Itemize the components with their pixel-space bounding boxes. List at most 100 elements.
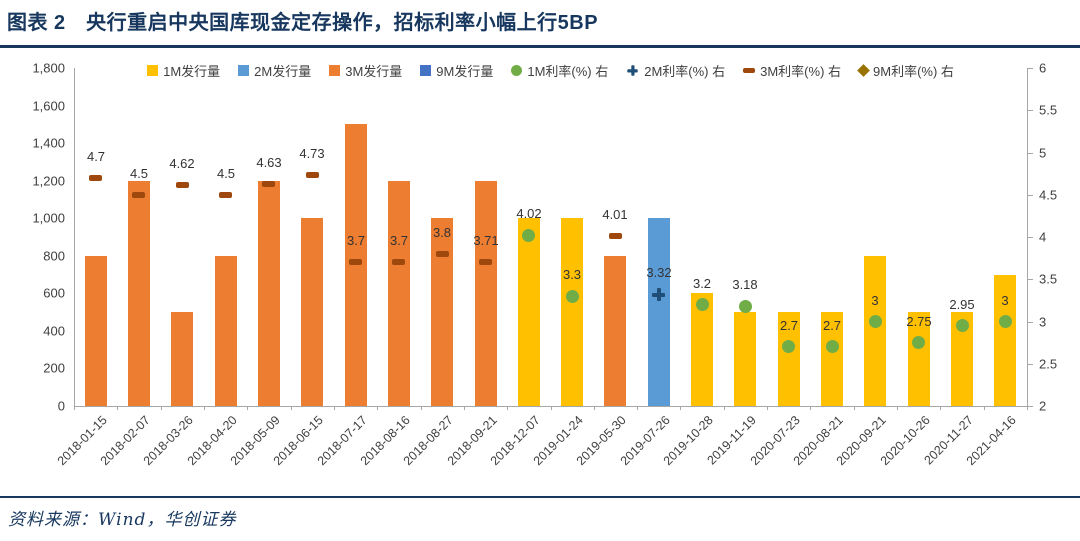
y-tick-label-left: 0 [57, 398, 65, 414]
y-tick-label-right: 4 [1039, 229, 1047, 245]
bar-2m-volume [648, 218, 670, 406]
bar-3m-volume [604, 256, 626, 406]
x-tick-mark [464, 406, 465, 410]
x-tick-mark [897, 406, 898, 410]
y-tick-label-right: 6 [1039, 60, 1047, 76]
bar-3m-volume [85, 256, 107, 406]
x-tick-mark [117, 406, 118, 410]
x-tick-mark [940, 406, 941, 410]
marker-1m-rate [912, 336, 925, 349]
y-tick-mark-right [1027, 153, 1033, 154]
value-label: 3.3 [562, 267, 582, 282]
x-tick-mark [1027, 406, 1028, 410]
value-label: 3.7 [389, 233, 409, 248]
x-tick-mark [984, 406, 985, 410]
y-tick-label-right: 3.5 [1039, 271, 1058, 287]
marker-3m-rate [479, 259, 492, 265]
y-tick-label-right: 3 [1039, 314, 1047, 330]
bar-3m-volume [431, 218, 453, 406]
bar-3m-volume [171, 312, 193, 406]
bar-3m-volume [475, 181, 497, 406]
bar-1m-volume [518, 218, 540, 406]
value-label: 3 [1001, 293, 1009, 308]
bar-1m-volume [734, 312, 756, 406]
legend-item-9m-rate: 9M利率(%) 右 [857, 61, 954, 80]
value-label: 4.5 [216, 166, 236, 181]
legend-item-3m-rate: 3M利率(%) 右 [743, 61, 841, 80]
x-tick-mark [507, 406, 508, 410]
y-tick-label-left: 200 [43, 360, 65, 376]
value-label: 2.7 [822, 318, 842, 333]
value-label: 4.7 [86, 149, 106, 164]
bar-1m-volume [994, 275, 1016, 406]
legend-item-9m-volume: 9M发行量 [420, 61, 493, 80]
marker-3m-rate [306, 172, 319, 178]
x-tick-mark [810, 406, 811, 410]
y-tick-mark-right [1027, 279, 1033, 280]
x-tick-mark [637, 406, 638, 410]
value-label: 4.63 [256, 155, 282, 170]
marker-3m-rate [89, 175, 102, 181]
bar-1m-volume [778, 312, 800, 406]
y-tick-label-left: 1,000 [32, 210, 65, 226]
marker-2m-rate [652, 288, 665, 301]
y-axis-left [74, 68, 75, 406]
marker-3m-rate [609, 233, 622, 239]
legend-circle-icon [511, 65, 523, 76]
marker-1m-rate [869, 315, 882, 328]
marker-1m-rate [826, 340, 839, 353]
x-tick-mark [204, 406, 205, 410]
x-tick-mark [551, 406, 552, 410]
y-tick-label-right: 5.5 [1039, 102, 1058, 118]
bar-1m-volume [951, 312, 973, 406]
y-tick-mark-right [1027, 110, 1033, 111]
y-tick-mark-right [1027, 406, 1033, 407]
legend-label: 3M发行量 [345, 64, 403, 79]
value-label: 4.73 [299, 146, 325, 161]
marker-1m-rate [956, 319, 969, 332]
x-tick-mark [161, 406, 162, 410]
x-tick-mark [334, 406, 335, 410]
x-tick-mark [724, 406, 725, 410]
x-tick-mark [247, 406, 248, 410]
value-label: 3 [871, 293, 879, 308]
legend-label: 2M利率(%) 右 [644, 64, 726, 79]
y-tick-label-left: 600 [43, 285, 65, 301]
bar-3m-volume [345, 124, 367, 406]
bar-3m-volume [128, 181, 150, 406]
bar-1m-volume [561, 218, 583, 406]
marker-3m-rate [262, 181, 275, 187]
value-label: 4.01 [602, 207, 628, 222]
bar-1m-volume [864, 256, 886, 406]
y-tick-label-right: 2.5 [1039, 356, 1058, 372]
x-tick-mark [680, 406, 681, 410]
marker-3m-rate [176, 182, 189, 188]
legend-plus-icon [627, 65, 638, 76]
legend-diamond-icon [857, 64, 870, 77]
legend-square-icon [420, 65, 432, 76]
y-tick-label-right: 4.5 [1039, 187, 1058, 203]
legend-item-2m-volume: 2M发行量 [238, 61, 311, 80]
bar-3m-volume [258, 181, 280, 406]
marker-1m-rate [566, 290, 579, 303]
bar-1m-volume [821, 312, 843, 406]
y-tick-mark-right [1027, 195, 1033, 196]
marker-3m-rate [132, 192, 145, 198]
legend-item-1m-volume: 1M发行量 [147, 61, 220, 80]
legend-item-3m-volume: 3M发行量 [329, 61, 402, 80]
marker-3m-rate [436, 251, 449, 257]
y-tick-mark-right [1027, 322, 1033, 323]
legend-label: 2M发行量 [254, 64, 312, 79]
value-label: 2.7 [779, 318, 799, 333]
bar-1m-volume [691, 293, 713, 406]
y-tick-label-left: 1,400 [32, 135, 65, 151]
y-tick-label-left: 1,800 [32, 60, 65, 76]
value-label: 4.5 [129, 166, 149, 181]
value-label: 4.62 [169, 156, 195, 171]
marker-1m-rate [999, 315, 1012, 328]
legend-dash-icon [743, 68, 756, 73]
legend-label: 1M利率(%) 右 [527, 64, 609, 79]
value-label: 2.75 [906, 314, 932, 329]
legend-square-icon [238, 65, 250, 76]
